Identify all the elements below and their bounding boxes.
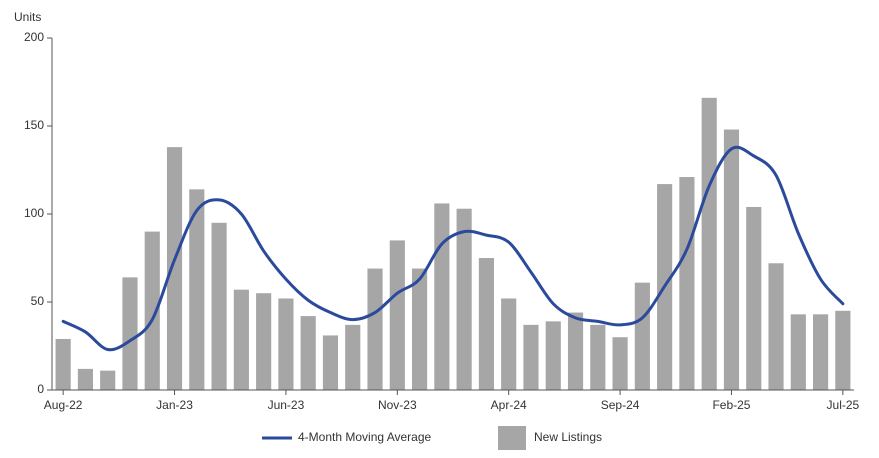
bar xyxy=(434,203,450,390)
y-tick-label: 100 xyxy=(24,206,44,220)
bar xyxy=(790,314,806,390)
bar xyxy=(813,314,829,390)
bar xyxy=(300,316,316,390)
bar xyxy=(55,338,71,390)
bar xyxy=(100,370,116,390)
x-tick-label: Sep-24 xyxy=(601,398,640,412)
bar xyxy=(456,208,472,390)
bar xyxy=(701,97,717,390)
y-tick-label: 200 xyxy=(24,30,44,44)
bar xyxy=(567,312,584,390)
bar xyxy=(166,147,183,390)
bar xyxy=(501,298,517,390)
legend-label: New Listings xyxy=(534,430,602,444)
x-tick-label: Jul-25 xyxy=(827,398,860,412)
bar xyxy=(233,289,249,390)
x-tick-label: Nov-23 xyxy=(378,398,417,412)
y-axis-label: Units xyxy=(14,10,41,24)
y-tick-label: 150 xyxy=(24,118,44,132)
bar xyxy=(768,263,784,390)
legend-label: 4-Month Moving Average xyxy=(298,430,432,444)
bar xyxy=(389,240,405,390)
bar xyxy=(345,324,361,390)
bar xyxy=(256,293,272,390)
bar xyxy=(523,324,539,390)
bar xyxy=(746,206,762,390)
x-tick-label: Feb-25 xyxy=(712,398,750,412)
bar xyxy=(278,298,294,390)
bar xyxy=(412,268,428,390)
bar xyxy=(634,282,650,390)
bar xyxy=(478,258,494,390)
bar xyxy=(590,324,606,390)
bar xyxy=(679,177,695,390)
bar xyxy=(367,268,383,390)
bar xyxy=(122,277,138,390)
bar xyxy=(189,189,205,390)
bar xyxy=(322,335,339,390)
bar xyxy=(545,321,561,390)
bar xyxy=(144,231,160,390)
bar xyxy=(723,129,740,390)
y-tick-label: 0 xyxy=(37,382,44,396)
x-tick-label: Jun-23 xyxy=(268,398,305,412)
bar xyxy=(77,368,93,390)
line xyxy=(61,145,845,352)
x-tick-label: Apr-24 xyxy=(491,398,527,412)
legend-swatch xyxy=(498,426,526,450)
x-tick-label: Jan-23 xyxy=(156,398,193,412)
bar xyxy=(612,337,628,390)
x-tick-label: Aug-22 xyxy=(44,398,83,412)
bar xyxy=(211,222,227,390)
bar xyxy=(835,310,851,390)
y-tick-label: 50 xyxy=(31,294,45,308)
